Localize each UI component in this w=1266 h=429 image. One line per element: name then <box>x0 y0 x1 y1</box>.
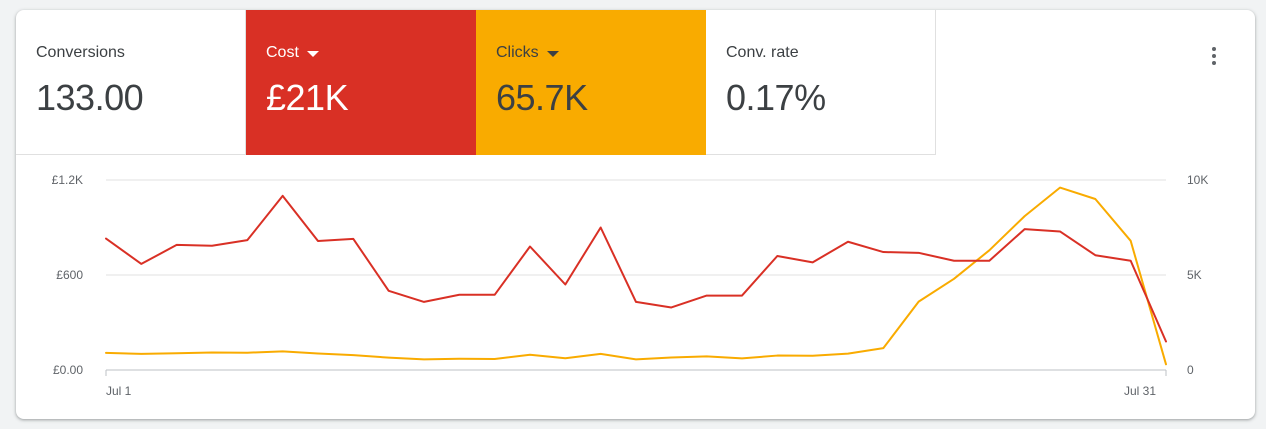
series-line-cost <box>105 194 1167 343</box>
metric-label-row: Clicks <box>496 43 706 63</box>
series-line-clicks <box>105 186 1167 366</box>
metric-value: 0.17% <box>726 77 826 118</box>
y-left-tick-label: £600 <box>56 268 83 282</box>
performance-line-chart: £0.00 £600 £1.2K 0 5K 10K Jul 1 Jul 31 <box>52 173 1209 398</box>
metric-tiles: Conversions 133.00 Cost £21K Clicks 65.7… <box>16 10 936 155</box>
metric-tile-conversions[interactable]: Conversions 133.00 <box>16 10 246 155</box>
metric-label: Conv. rate <box>726 44 799 61</box>
metric-value: 65.7K <box>496 77 588 118</box>
y-right-tick-label: 0 <box>1187 363 1194 377</box>
x-tick-label: Jul 1 <box>106 384 132 398</box>
metric-label: Clicks <box>496 44 539 61</box>
metric-tile-cost[interactable]: Cost £21K <box>246 10 476 155</box>
metric-label: Conversions <box>36 44 125 61</box>
y-right-tick-label: 5K <box>1187 268 1202 282</box>
metric-tile-clicks[interactable]: Clicks 65.7K <box>476 10 706 155</box>
metric-label-row: Cost <box>266 43 476 63</box>
more-vert-icon[interactable] <box>1202 44 1226 68</box>
y-right-tick-label: 10K <box>1187 173 1208 187</box>
metric-value: £21K <box>266 77 349 118</box>
dropdown-arrow-icon[interactable] <box>546 51 559 57</box>
x-tick-label: Jul 31 <box>1124 384 1156 398</box>
y-left-tick-label: £0.00 <box>53 363 83 377</box>
metric-tile-conv-rate[interactable]: Conv. rate 0.17% <box>706 10 936 155</box>
performance-card: £0.00 £600 £1.2K 0 5K 10K Jul 1 Jul 31 Conversi… <box>16 10 1255 419</box>
metric-value: 133.00 <box>36 77 144 118</box>
dropdown-arrow-icon[interactable] <box>306 51 319 57</box>
y-left-tick-label: £1.2K <box>52 173 83 187</box>
metric-label: Cost <box>266 44 299 61</box>
